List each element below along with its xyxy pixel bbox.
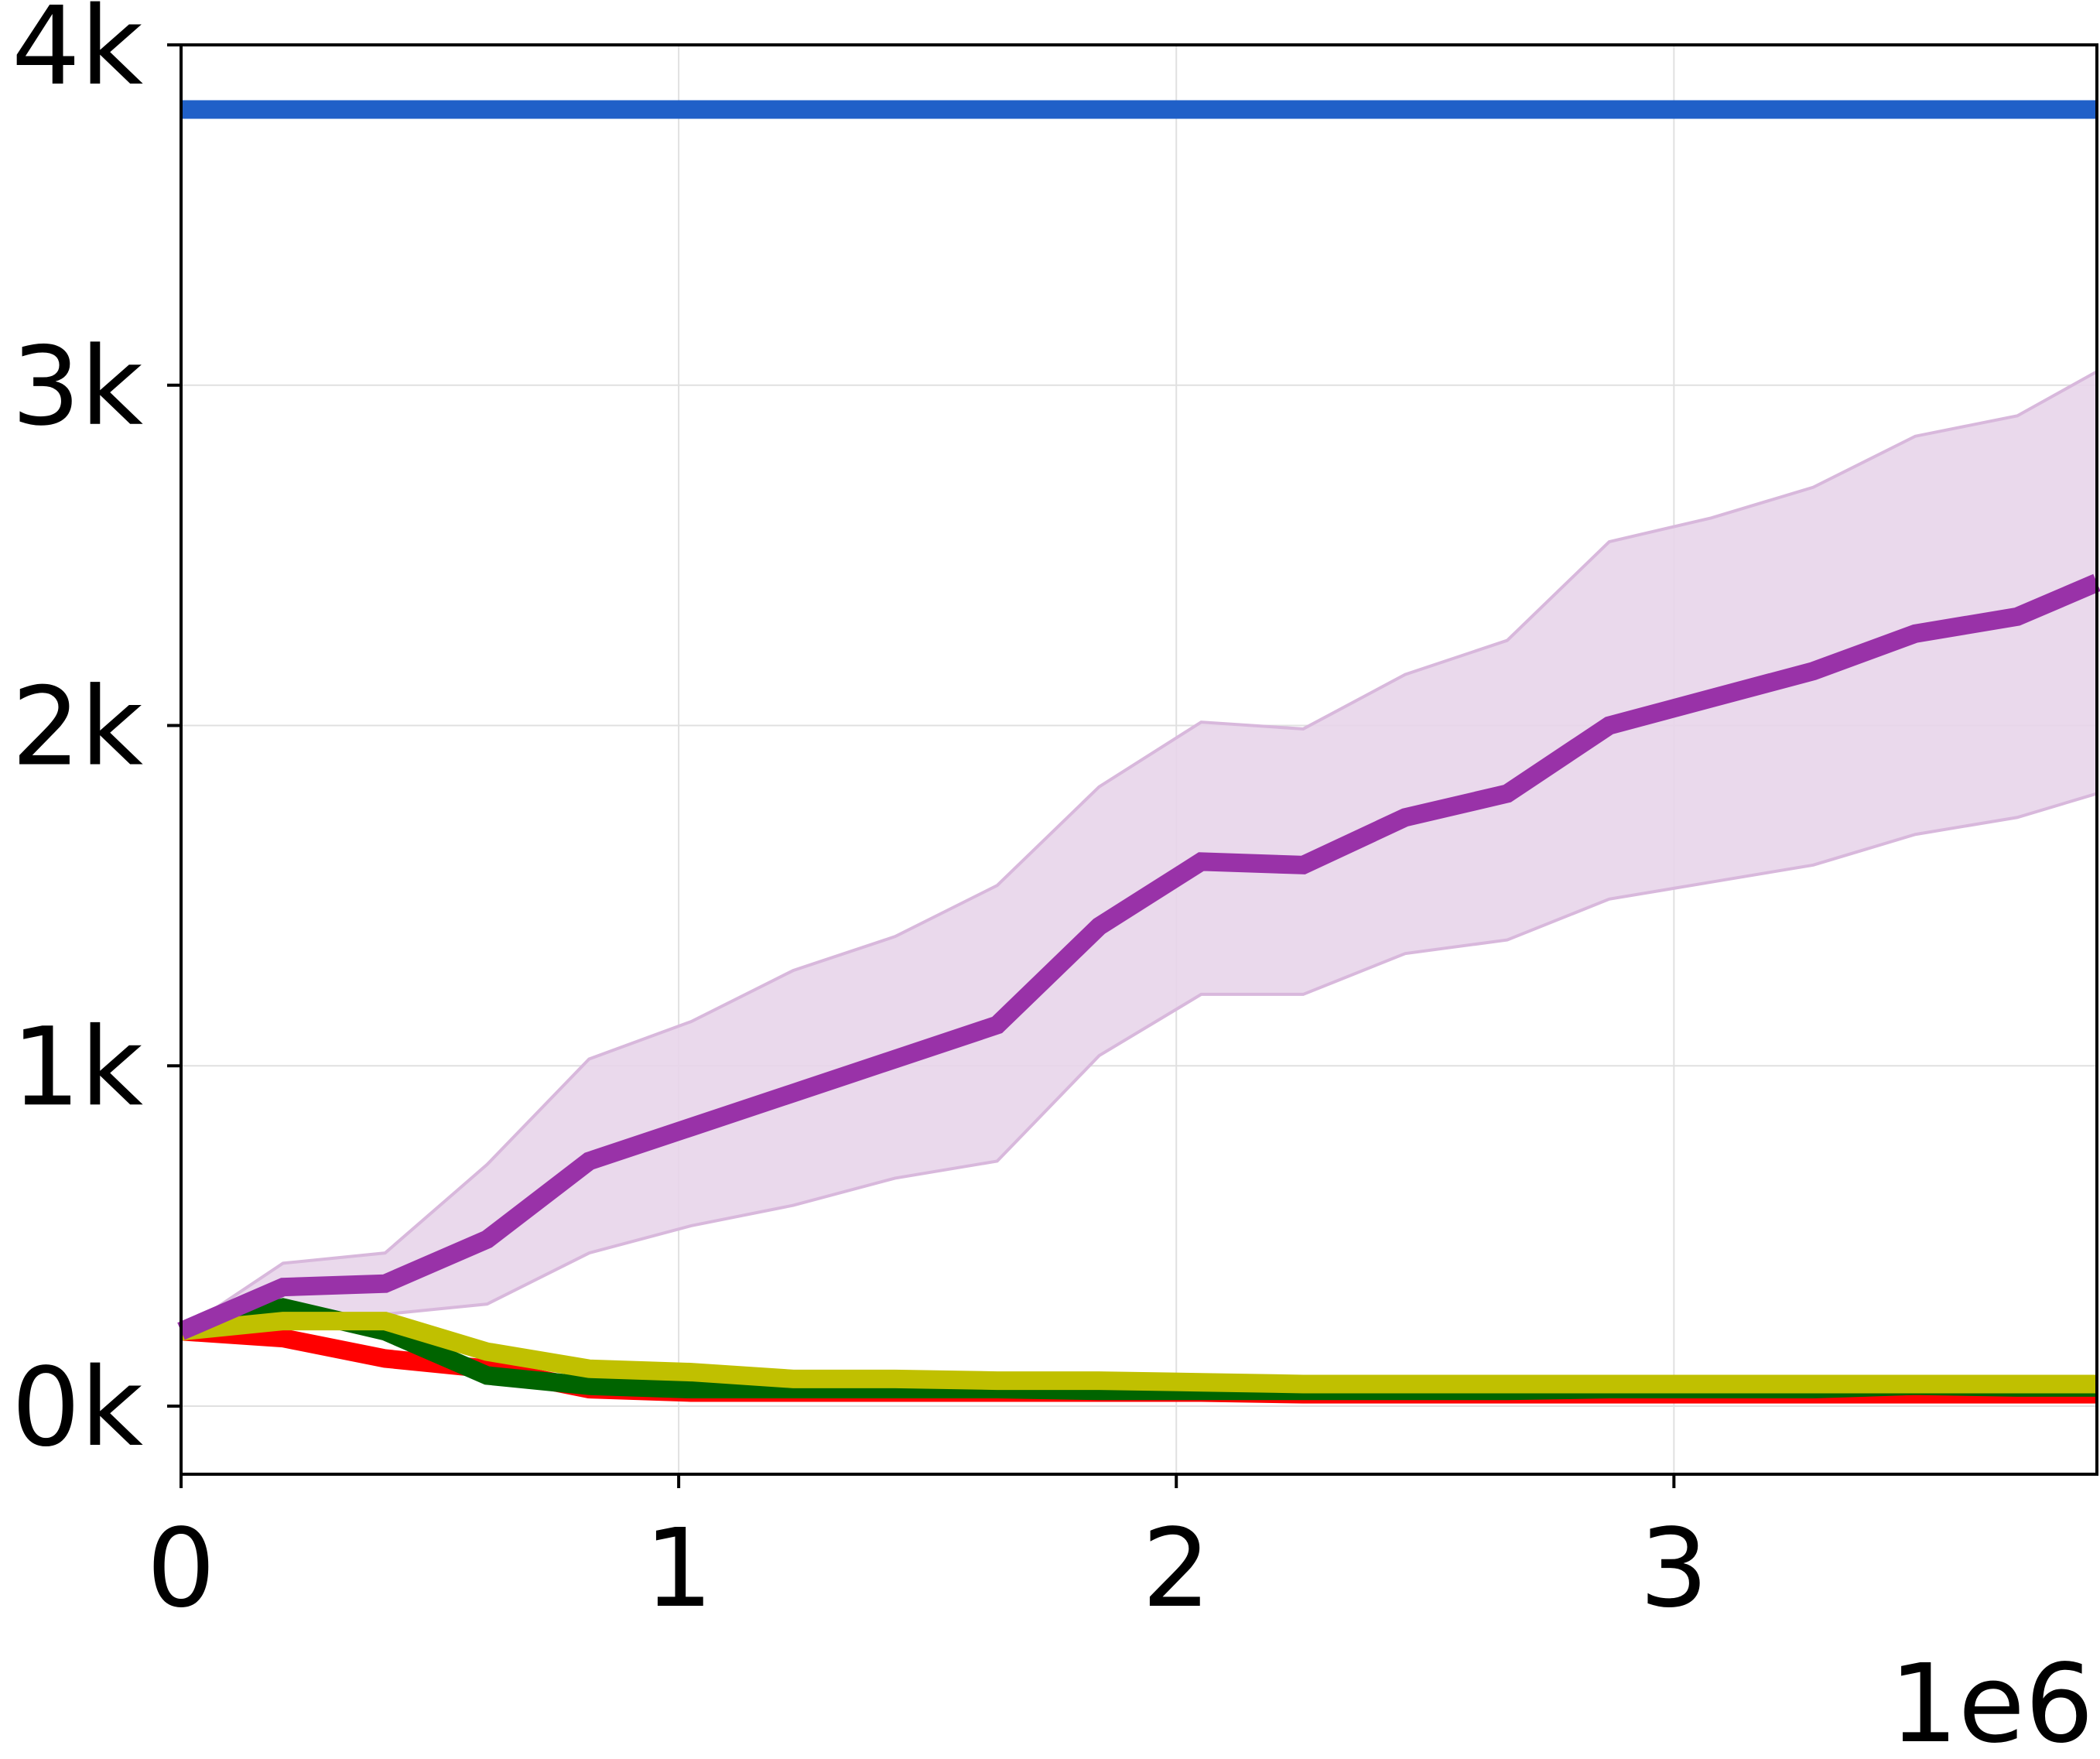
y-tick-label: 2k bbox=[12, 665, 143, 791]
y-tick-label: 3k bbox=[12, 324, 143, 450]
x-tick-label: 3 bbox=[1640, 1506, 1708, 1632]
series-1-band bbox=[180, 368, 2098, 1333]
x-axis-offset-label: 1e6 bbox=[1890, 1641, 2094, 1759]
series-4-line bbox=[180, 1312, 2097, 1394]
series-lines bbox=[177, 100, 2100, 1404]
series-1-line bbox=[177, 573, 2100, 1340]
axis-ticks: 0 1 2 3 0k 1k 2k 3k 4k bbox=[12, 0, 1708, 1632]
x-tick-label: 0 bbox=[146, 1506, 215, 1632]
x-tick-label: 1 bbox=[645, 1506, 713, 1632]
y-tick-label: 4k bbox=[12, 0, 143, 110]
plot-frame bbox=[180, 43, 2098, 1476]
y-tick-label: 1k bbox=[12, 1004, 143, 1131]
y-tick-label: 0k bbox=[12, 1345, 143, 1471]
x-tick-label: 2 bbox=[1142, 1506, 1211, 1632]
confidence-bands bbox=[180, 368, 2098, 1333]
